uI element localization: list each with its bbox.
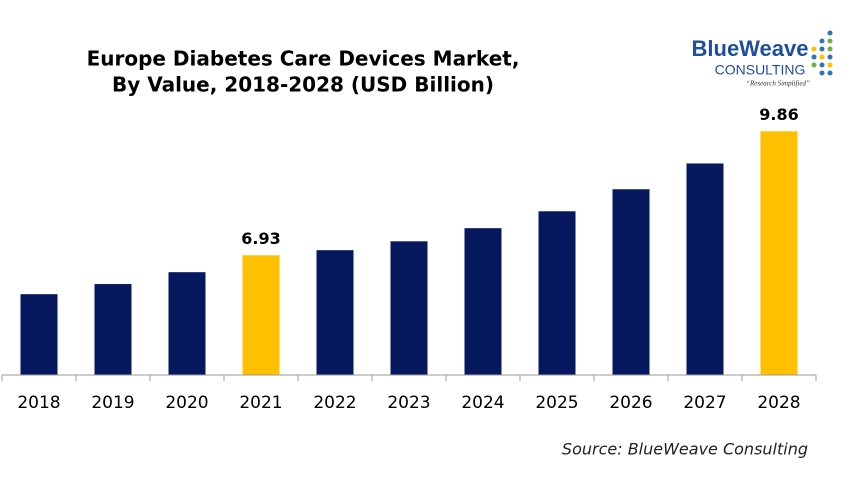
x-tick-label: 2028 xyxy=(757,393,800,413)
bar xyxy=(390,241,428,375)
source: Source: BlueWeave Consulting xyxy=(562,440,808,459)
x-tick-label: 2026 xyxy=(609,393,652,413)
x-tick-label: 2023 xyxy=(387,393,430,413)
bar xyxy=(760,131,798,375)
bar xyxy=(242,255,280,375)
chart-title: Europe Diabetes Care Devices Market, xyxy=(87,47,520,71)
bar xyxy=(464,228,502,375)
bar xyxy=(316,250,354,375)
x-tick-label: 2020 xyxy=(165,393,208,413)
logo-tagline: “Research Simplified” xyxy=(746,80,810,88)
x-tick-label: 2024 xyxy=(461,393,504,413)
logo-name: BlueWeave xyxy=(692,36,809,61)
x-tick-label: 2022 xyxy=(313,393,356,413)
bar xyxy=(20,294,58,375)
bar xyxy=(686,163,724,375)
x-tick-label: 2021 xyxy=(239,393,282,413)
bar xyxy=(94,284,132,375)
data-label: 9.86 xyxy=(759,105,798,124)
x-tick-label: 2019 xyxy=(91,393,134,413)
logo-dots xyxy=(811,30,833,76)
logo-sub: CONSULTING xyxy=(715,62,806,78)
bar xyxy=(612,189,650,375)
data-label: 6.93 xyxy=(241,229,280,248)
x-tick-label: 2027 xyxy=(683,393,726,413)
bar xyxy=(168,272,206,375)
bar xyxy=(538,211,576,375)
x-tick-label: 2018 xyxy=(17,393,60,413)
logo: BlueWeave CONSULTING “Research Simplifie… xyxy=(692,30,833,88)
chart-title: By Value, 2018-2028 (USD Billion) xyxy=(112,73,494,97)
x-tick-label: 2025 xyxy=(535,393,578,413)
